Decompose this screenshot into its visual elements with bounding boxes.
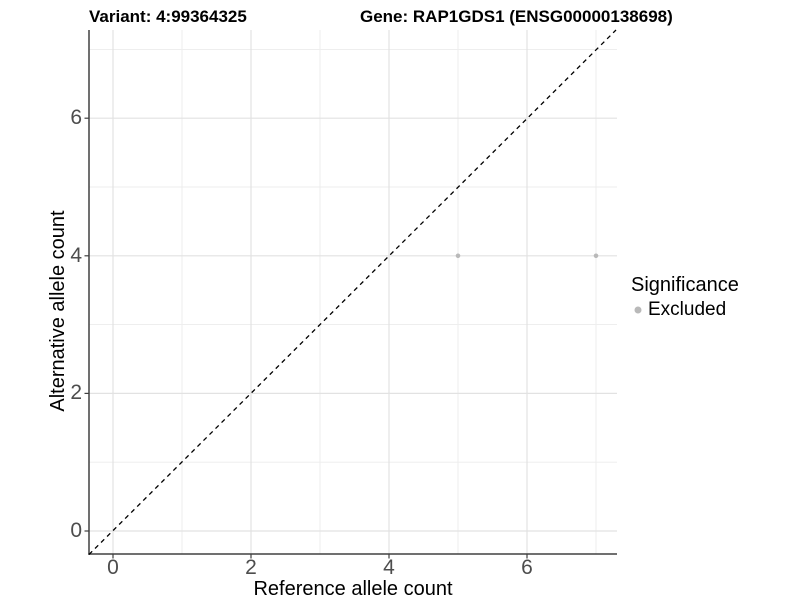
y-tick-label: 6 xyxy=(70,106,82,130)
legend-entry-excluded: Excluded xyxy=(631,299,739,321)
legend: Significance Excluded xyxy=(631,274,739,321)
data-point xyxy=(593,253,599,259)
data-point xyxy=(455,253,461,259)
x-axis-title: Reference allele count xyxy=(253,578,453,600)
y-tick-label: 4 xyxy=(70,243,82,267)
identity-dashed-line xyxy=(88,29,617,555)
legend-entry-label: Excluded xyxy=(648,299,727,320)
legend-point-icon xyxy=(634,306,642,314)
plot-title-variant: Variant: 4:99364325 xyxy=(89,7,247,26)
x-tick-label: 6 xyxy=(521,556,533,579)
y-axis-title: Alternative allele count xyxy=(47,210,69,412)
y-tick-label: 0 xyxy=(70,519,82,542)
legend-title: Significance xyxy=(631,274,739,296)
x-tick-label: 0 xyxy=(107,556,119,579)
x-tick-label: 2 xyxy=(245,556,257,579)
x-tick-label: 4 xyxy=(383,556,395,579)
y-tick-label: 2 xyxy=(70,381,82,405)
plot-title-gene: Gene: RAP1GDS1 (ENSG00000138698) xyxy=(360,7,673,26)
